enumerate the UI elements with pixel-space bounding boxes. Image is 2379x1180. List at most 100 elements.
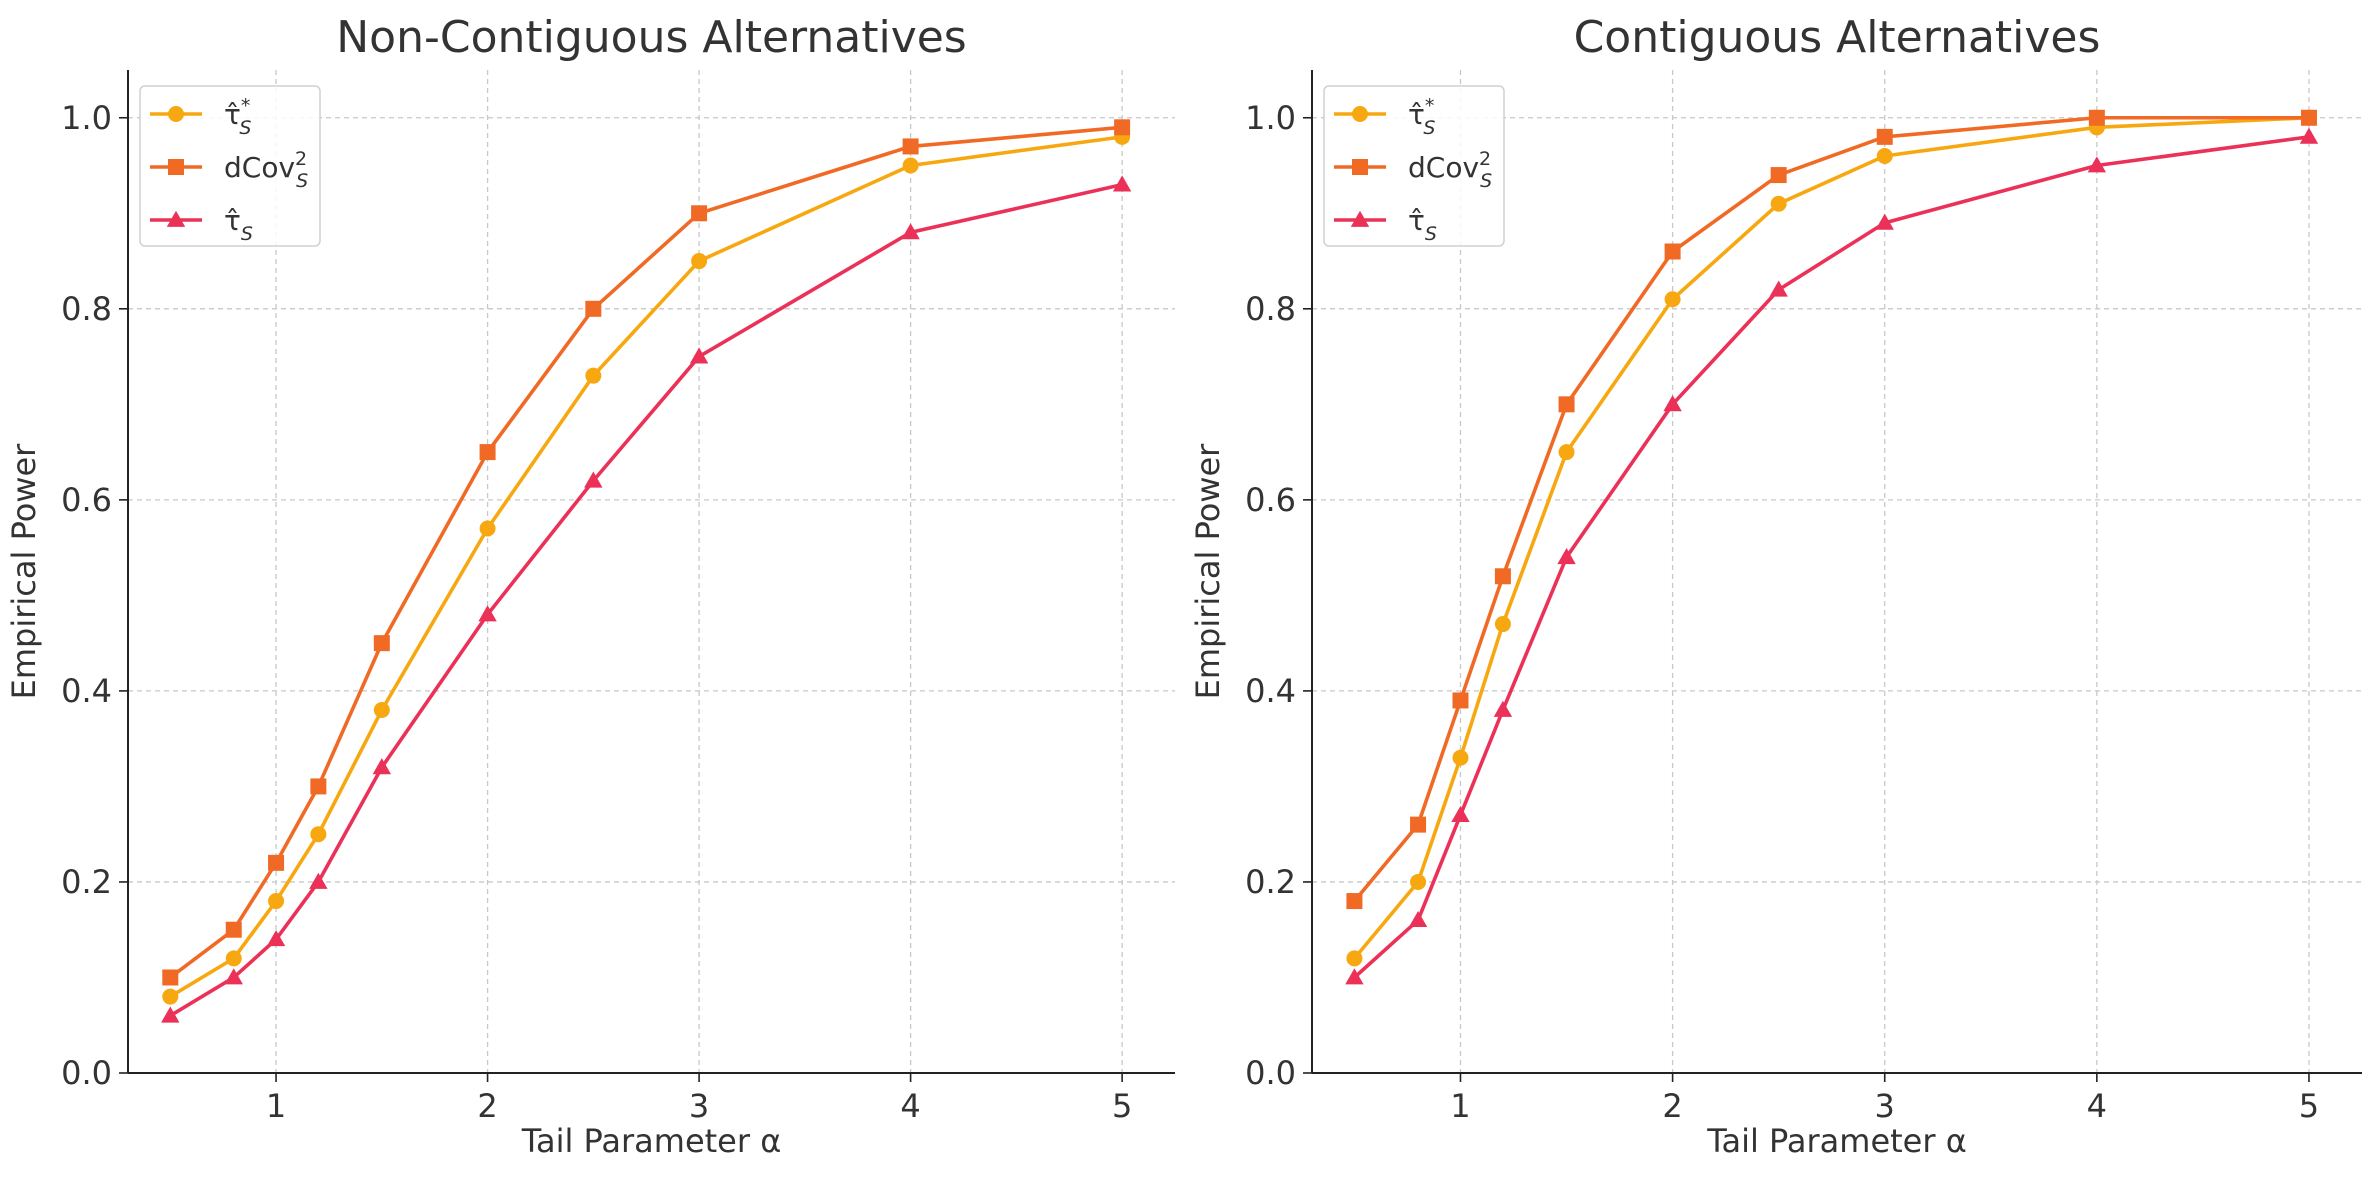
data-point: [310, 826, 327, 843]
data-point: [162, 988, 179, 1005]
data-point: [1494, 616, 1511, 633]
data-point: [1664, 243, 1681, 260]
data-point: [1452, 749, 1469, 766]
y-tick-label: 0.2: [1245, 863, 1296, 901]
legend-box: [1323, 85, 1505, 247]
legend: τ̂* S dCov2 S τ̂S: [139, 85, 321, 247]
data-point: [1451, 805, 1470, 822]
data-point: [2299, 127, 2319, 144]
x-axis-label: Tail Parameter α: [521, 1122, 782, 1160]
legend-marker: [1352, 159, 1368, 175]
data-point: [162, 969, 179, 986]
series-2: [161, 175, 1132, 1023]
data-point: [2300, 109, 2317, 126]
data-point: [585, 300, 602, 317]
data-point: [1112, 175, 1132, 192]
series-line: [1353, 115, 2310, 960]
data-point: [309, 872, 328, 889]
series-line: [1353, 115, 2309, 903]
data-point: [1408, 910, 1428, 928]
x-tick-label: 3: [689, 1087, 709, 1125]
x-tick-label: 2: [1662, 1087, 1682, 1125]
data-point: [1557, 547, 1576, 565]
x-tick-label: 5: [1112, 1087, 1132, 1125]
data-point: [1664, 291, 1681, 308]
legend-label: dCov2 S: [1408, 148, 1492, 192]
data-point: [1114, 119, 1131, 136]
y-tick-label: 1.0: [1245, 99, 1296, 137]
series-0: [162, 128, 1131, 1005]
data-point: [1770, 195, 1787, 212]
legend: τ̂* S dCov2 S τ̂S: [1323, 85, 1505, 247]
y-tick-label: 0.0: [61, 1054, 112, 1092]
x-tick-label: 1: [1450, 1087, 1470, 1125]
legend-marker: [168, 106, 184, 122]
data-point: [1875, 213, 1894, 230]
data-point: [902, 157, 919, 174]
series-1: [1346, 109, 2317, 910]
data-point: [1876, 128, 1893, 145]
y-tick-label: 0.4: [1245, 672, 1296, 710]
series-line: [169, 182, 1123, 1018]
data-point: [266, 930, 286, 947]
data-point: [161, 1006, 180, 1023]
legend-label: τ̂S: [224, 204, 253, 245]
data-point: [478, 605, 497, 622]
legend-marker: [1350, 210, 1370, 227]
legend-label: τ̂* S: [224, 95, 251, 139]
legend-marker: [168, 159, 184, 175]
data-point: [310, 778, 327, 795]
chart-title: Contiguous Alternatives: [1574, 12, 2101, 63]
y-tick-label: 1.0: [61, 99, 112, 137]
data-point: [1345, 968, 1364, 985]
data-point: [1494, 568, 1511, 585]
data-point: [902, 138, 919, 155]
series-1: [162, 119, 1131, 986]
data-point: [225, 950, 242, 967]
data-point: [479, 444, 496, 461]
data-point: [585, 367, 602, 384]
data-point: [1558, 396, 1575, 413]
series-2: [1345, 127, 2319, 985]
data-point: [2087, 156, 2107, 173]
data-point: [373, 702, 390, 719]
legend-label: dCov2 S: [224, 148, 308, 192]
y-tick-label: 0.6: [61, 481, 112, 519]
data-point: [224, 968, 243, 985]
x-tick-label: 4: [2087, 1087, 2107, 1125]
data-point: [1876, 147, 1893, 164]
data-point: [1346, 893, 1363, 910]
y-axis-label: Empirical Power: [1189, 443, 1227, 700]
data-point: [373, 635, 390, 652]
data-point: [1410, 816, 1427, 833]
data-point: [1769, 280, 1788, 297]
data-point: [479, 520, 496, 537]
data-point: [1346, 950, 1363, 967]
data-point: [689, 347, 709, 364]
x-tick-label: 2: [477, 1087, 497, 1125]
data-point: [372, 758, 392, 775]
data-point: [1410, 873, 1427, 890]
data-point: [268, 893, 285, 910]
legend-label: τ̂S: [1408, 204, 1437, 245]
legend-label: τ̂* S: [1408, 95, 1435, 139]
y-tick-label: 0.6: [1245, 481, 1296, 519]
x-tick-label: 5: [2299, 1087, 2319, 1125]
legend-marker: [1352, 106, 1368, 122]
data-point: [1663, 395, 1682, 412]
x-axis-label: Tail Parameter α: [1706, 1122, 1967, 1160]
series-line: [169, 125, 1123, 979]
y-axis-label: Empirical Power: [5, 443, 43, 700]
chart-title: Non-Contiguous Alternatives: [336, 12, 966, 63]
data-point: [2088, 109, 2105, 126]
data-point: [1452, 692, 1469, 709]
y-tick-label: 0.2: [61, 863, 112, 901]
legend-marker: [166, 210, 186, 227]
series-line: [169, 135, 1123, 999]
data-point: [268, 854, 285, 871]
y-tick-label: 0.4: [61, 672, 112, 710]
data-point: [901, 223, 920, 240]
data-point: [1493, 700, 1513, 717]
y-tick-label: 0.8: [1245, 290, 1296, 328]
